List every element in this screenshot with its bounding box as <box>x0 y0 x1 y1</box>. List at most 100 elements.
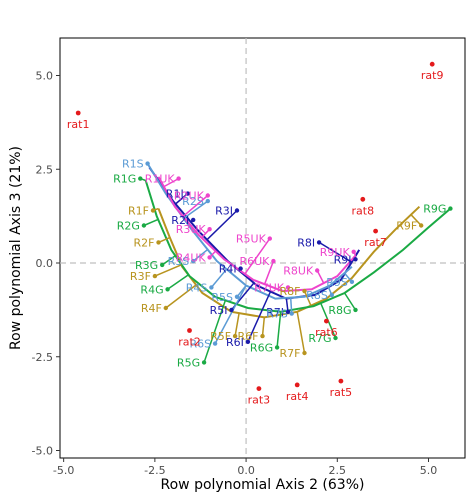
spoke-r5f <box>234 312 240 337</box>
label-r7s: R7S <box>266 308 288 321</box>
point-r3g <box>160 262 165 268</box>
point-r9s <box>349 279 355 284</box>
label-r2uk: R2UK <box>174 190 205 203</box>
label-rat2: rat2 <box>178 336 201 349</box>
point-r5f <box>232 333 238 339</box>
label-r8i: R8I <box>297 236 315 249</box>
label-r7i: R7I <box>266 306 284 319</box>
point-r7uk <box>285 285 291 290</box>
label-r6i: R6I <box>226 336 244 349</box>
point-r2s <box>205 198 210 204</box>
spoke-r5uk <box>244 238 271 275</box>
x-tick-label: -5.0 <box>53 464 74 477</box>
spoke-r6f <box>261 317 266 337</box>
x-tick-label: 2.5 <box>329 464 347 477</box>
label-rat6: rat6 <box>315 326 338 339</box>
label-r5uk: R5UK <box>236 233 267 246</box>
spoke-r3i <box>206 209 238 241</box>
label-r5f: R5F <box>210 330 231 343</box>
label-r5i: R5I <box>210 304 228 317</box>
spoke-r8f <box>303 290 312 306</box>
label-rat4: rat4 <box>286 390 309 403</box>
label-rat1: rat1 <box>67 118 90 131</box>
label-rat7: rat7 <box>364 236 387 249</box>
spoke-r7f <box>296 311 306 354</box>
label-r4g: R4G <box>140 283 163 296</box>
point-r5uk <box>267 236 272 241</box>
spoke-r7s <box>289 297 293 314</box>
label-r9uk: R9UK <box>320 246 351 259</box>
point-r4f <box>163 305 168 311</box>
point-r7f <box>302 350 307 356</box>
point-r1g <box>138 176 143 181</box>
y-tick-label: -2.5 <box>32 351 53 364</box>
point-r7g <box>333 335 338 341</box>
label-rat9: rat9 <box>421 69 444 82</box>
label-r3f: R3F <box>130 270 151 283</box>
point-r8i <box>316 240 322 245</box>
point-r5i <box>229 307 234 313</box>
label-r6f: R6F <box>238 330 259 343</box>
point-r6f <box>260 333 265 339</box>
point-rat8 <box>360 196 366 202</box>
x-axis-title: Row polynomial Axis 2 (63%) <box>161 477 365 493</box>
spoke-r6g <box>276 311 282 348</box>
label-r9s: R9S <box>326 276 348 289</box>
label-r2f: R2F <box>134 236 155 249</box>
point-r2i <box>191 217 196 223</box>
label-r2i: R2I <box>171 214 189 227</box>
label-r6s: R6S <box>189 338 211 351</box>
x-tick-label: -2.5 <box>144 464 165 477</box>
point-r3s <box>191 258 196 264</box>
point-r5s <box>234 294 240 299</box>
label-r4i: R4I <box>219 263 237 276</box>
label-r1uk: R1UK <box>145 173 176 186</box>
label-r3g: R3G <box>135 259 158 272</box>
point-rat7 <box>373 228 378 234</box>
y-tick-label: -5.0 <box>32 445 53 458</box>
point-rat5 <box>338 378 344 384</box>
point-r9g <box>448 206 453 211</box>
spoke-r2uk <box>182 194 209 217</box>
label-r5s: R5S <box>211 291 233 304</box>
label-r1s: R1S <box>122 158 144 171</box>
label-r7uk: R7UK <box>254 281 285 294</box>
spoke-r4f <box>165 284 197 309</box>
label-r1i: R1I <box>166 188 184 201</box>
point-r9uk <box>351 249 356 254</box>
point-rat1 <box>75 110 81 116</box>
label-r6g: R6G <box>250 341 273 354</box>
spoke-r6uk <box>263 260 275 285</box>
label-r3uk: R3UK <box>176 223 207 236</box>
label-r9g: R9G <box>423 203 446 216</box>
spoke-r8i <box>318 241 353 263</box>
point-r6s <box>212 341 218 346</box>
point-r6g <box>274 345 280 350</box>
label-r8f: R8F <box>280 285 301 298</box>
spoke-r4g <box>167 274 189 290</box>
spoke-r2g <box>143 218 159 227</box>
label-r3s: R3S <box>168 255 190 268</box>
spoke-r7i <box>285 298 289 312</box>
curve-series-i <box>148 166 361 300</box>
point-r4g <box>165 287 170 292</box>
label-r9i: R9I <box>334 253 352 266</box>
spoke-r9f <box>410 214 422 227</box>
spoke-r6s <box>214 285 247 344</box>
spoke-r3s <box>192 249 209 262</box>
point-r7i <box>285 309 291 314</box>
point-r2f <box>156 240 161 245</box>
y-tick-label: 0.0 <box>36 257 54 270</box>
point-r8g <box>353 307 358 313</box>
point-r3f <box>152 273 158 279</box>
y-axis-ticks: -5.0 -2.5 0.0 2.5 5.0 <box>32 70 60 458</box>
point-r8s <box>329 292 334 298</box>
spoke-r1uk <box>163 177 179 188</box>
spoke-r8uk <box>316 270 325 284</box>
spoke-r8g <box>343 292 357 311</box>
spoke-r2s <box>183 200 209 220</box>
label-r4uk: R4UK <box>176 251 207 264</box>
label-r1f: R1F <box>128 205 149 218</box>
point-r2g <box>141 223 147 228</box>
